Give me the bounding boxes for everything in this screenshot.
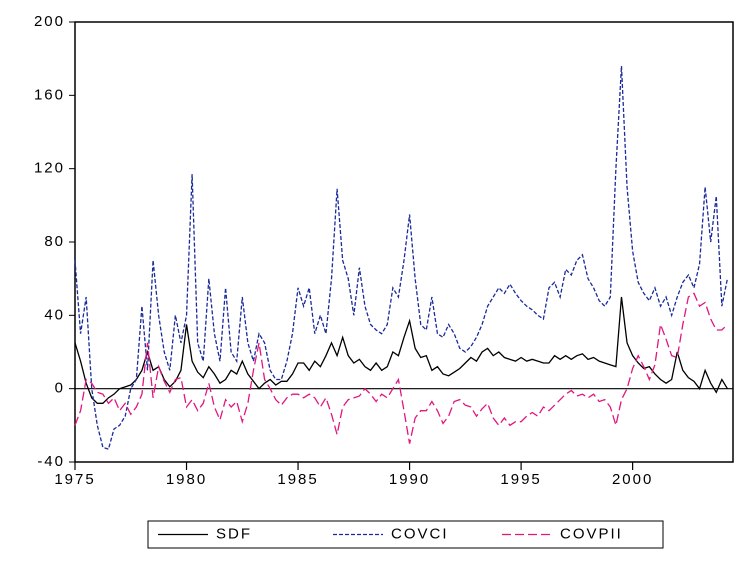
legend-label: COVCI <box>391 525 449 542</box>
x-tick-label: 1995 <box>500 471 541 488</box>
series-line <box>74 65 729 451</box>
series-line <box>74 296 728 404</box>
y-tick-label: 80 <box>44 233 65 250</box>
y-tick-label: 120 <box>34 160 65 177</box>
x-tick-label: 1980 <box>166 471 207 488</box>
legend-label: SDF <box>216 525 252 542</box>
x-tick-label: 1985 <box>277 471 318 488</box>
x-tick-label: 1975 <box>54 471 95 488</box>
x-tick-label: 1990 <box>389 471 430 488</box>
x-tick-label: 2000 <box>612 471 653 488</box>
y-tick-label: 0 <box>55 380 65 397</box>
plot-frame <box>74 21 734 463</box>
y-tick-label: 160 <box>34 86 65 103</box>
y-tick-label: 40 <box>44 306 65 323</box>
legend-box <box>147 520 664 549</box>
legend-label: COVPII <box>560 525 623 542</box>
y-tick-label: -40 <box>37 453 65 470</box>
series-line <box>74 292 728 444</box>
y-tick-label: 200 <box>34 13 65 30</box>
